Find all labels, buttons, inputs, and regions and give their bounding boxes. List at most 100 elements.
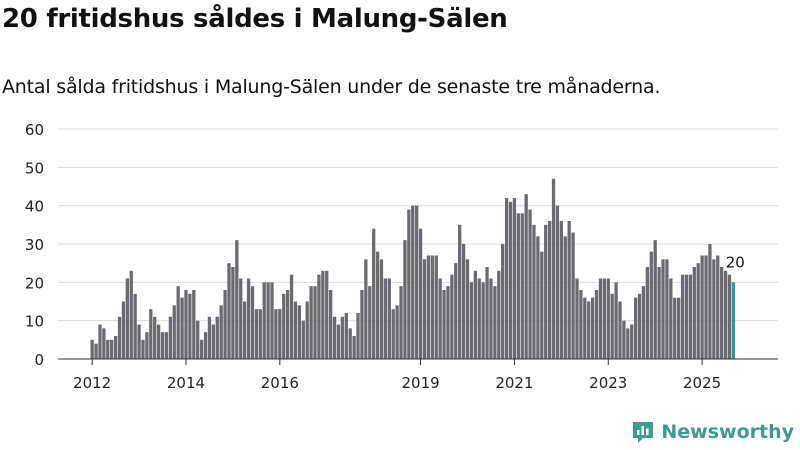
bar	[688, 274, 693, 359]
bar	[207, 316, 212, 359]
bar	[250, 286, 255, 359]
bar	[555, 205, 560, 359]
bar	[575, 278, 579, 359]
bar	[329, 290, 333, 359]
bar	[680, 274, 685, 359]
bar	[567, 221, 571, 359]
bar	[348, 328, 352, 359]
bar	[727, 274, 732, 359]
bar	[633, 297, 638, 359]
bar	[325, 270, 329, 359]
x-tick-label: 2023	[589, 374, 627, 392]
bar	[387, 278, 391, 359]
x-tick-label: 2021	[495, 374, 533, 392]
bar	[133, 293, 137, 359]
bar	[723, 270, 728, 359]
bar	[239, 278, 243, 359]
bar	[516, 213, 520, 359]
y-tick-label: 20	[25, 274, 44, 292]
bar	[497, 270, 501, 359]
y-tick-label: 40	[25, 198, 44, 216]
bar	[282, 293, 286, 359]
bar	[485, 267, 489, 359]
bar	[579, 290, 583, 359]
bar	[684, 274, 689, 359]
newsworthy-logo[interactable]: Newsworthy	[631, 420, 794, 444]
bar	[246, 278, 251, 359]
bar	[692, 267, 696, 359]
bar	[391, 309, 395, 359]
bar	[160, 332, 165, 359]
bar	[129, 270, 133, 359]
bar	[94, 343, 98, 359]
latest-value-label: 20	[726, 253, 745, 271]
chart-subtitle: Antal sålda fritidshus i Malung-Sälen un…	[2, 76, 661, 98]
bar	[203, 332, 208, 359]
bar	[477, 278, 481, 359]
bar	[508, 201, 513, 359]
bar	[254, 309, 259, 359]
bar	[415, 205, 419, 359]
bar	[156, 324, 161, 359]
bar-series	[90, 178, 736, 359]
bar	[708, 244, 712, 359]
bar	[528, 209, 532, 359]
bar	[426, 255, 431, 359]
bar	[219, 305, 223, 359]
bar	[653, 240, 657, 359]
bar	[669, 278, 673, 359]
bar	[293, 301, 298, 359]
bar	[630, 324, 634, 359]
bar	[614, 282, 618, 359]
bar	[430, 255, 434, 359]
bar	[172, 305, 176, 359]
bar	[141, 339, 145, 359]
bar-latest	[731, 282, 736, 359]
bar	[454, 263, 458, 359]
bar	[340, 316, 345, 359]
chart-title: 20 fritidshus såldes i Malung-Sälen	[2, 4, 508, 34]
bar	[199, 339, 204, 359]
y-tick-label: 0	[34, 351, 44, 369]
bar	[102, 328, 106, 359]
bar	[637, 293, 642, 359]
bar	[274, 309, 278, 359]
bar	[301, 320, 305, 359]
bar	[677, 297, 681, 359]
bar	[317, 274, 321, 359]
bar	[332, 316, 337, 359]
bar	[411, 205, 415, 359]
bar	[262, 282, 266, 359]
bar	[493, 286, 497, 359]
bar	[716, 255, 720, 359]
bar	[450, 274, 454, 359]
bar	[375, 251, 380, 359]
bar	[305, 301, 309, 359]
bar	[106, 339, 110, 359]
bar	[594, 290, 599, 359]
bar	[465, 259, 470, 359]
bar	[242, 301, 247, 359]
bar	[461, 244, 466, 359]
bar	[137, 324, 141, 359]
bar	[618, 301, 622, 359]
bar	[720, 267, 724, 359]
bar	[532, 224, 536, 359]
bar	[356, 313, 360, 359]
bar	[473, 270, 477, 359]
bar	[180, 297, 184, 359]
bar	[352, 336, 356, 359]
bar	[712, 259, 716, 359]
bar	[446, 286, 450, 359]
y-tick-label: 10	[25, 313, 44, 331]
bar	[117, 316, 122, 359]
bar	[196, 320, 200, 359]
bar	[364, 259, 368, 359]
bar	[289, 274, 294, 359]
bar	[673, 297, 677, 359]
bar	[434, 255, 438, 359]
bar	[501, 244, 505, 359]
bar	[504, 198, 509, 359]
bar	[344, 313, 348, 359]
